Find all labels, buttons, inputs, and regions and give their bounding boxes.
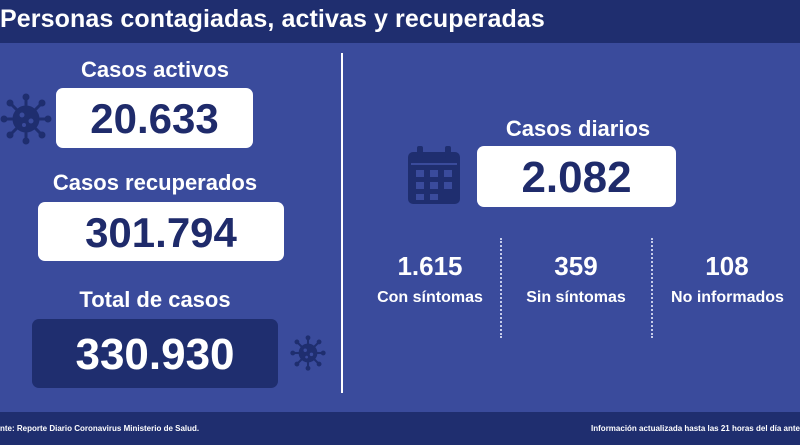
con-sintomas-value: 1.615: [397, 251, 463, 281]
sin-sintomas-label: Sin síntomas: [526, 289, 626, 306]
source-note: nte: Reporte Diario Coronavirus Minister…: [0, 424, 200, 433]
no-informados-value: 108: [705, 251, 749, 281]
vertical-divider: [341, 53, 343, 393]
con-sintomas-label: Con síntomas: [377, 289, 483, 306]
dotted-divider: [651, 238, 653, 338]
calendar-icon: [408, 146, 460, 204]
no-informados-label: No informados: [671, 289, 784, 306]
page-title: Personas contagiadas, activas y recupera…: [0, 5, 545, 33]
update-note: Información actualizada hasta las 21 hor…: [591, 424, 800, 433]
total-casos-label: Total de casos: [79, 287, 231, 312]
casos-activos-value: 20.633: [56, 88, 253, 148]
sin-sintomas-value: 359: [554, 251, 598, 281]
dotted-divider: [500, 238, 502, 338]
casos-diarios-label: Casos diarios: [505, 116, 651, 141]
total-casos-value: 330.930: [32, 319, 278, 388]
casos-recuperados-value: 301.794: [38, 202, 284, 261]
virus-icon: [0, 93, 52, 145]
casos-activos-label: Casos activos: [81, 57, 229, 82]
footer-bar: nte: Reporte Diario Coronavirus Minister…: [0, 412, 800, 445]
casos-diarios-value: 2.082: [477, 146, 676, 207]
virus-icon: [290, 335, 326, 371]
casos-recuperados-label: Casos recuperados: [52, 170, 258, 195]
header-bar: Personas contagiadas, activas y recupera…: [0, 0, 800, 43]
